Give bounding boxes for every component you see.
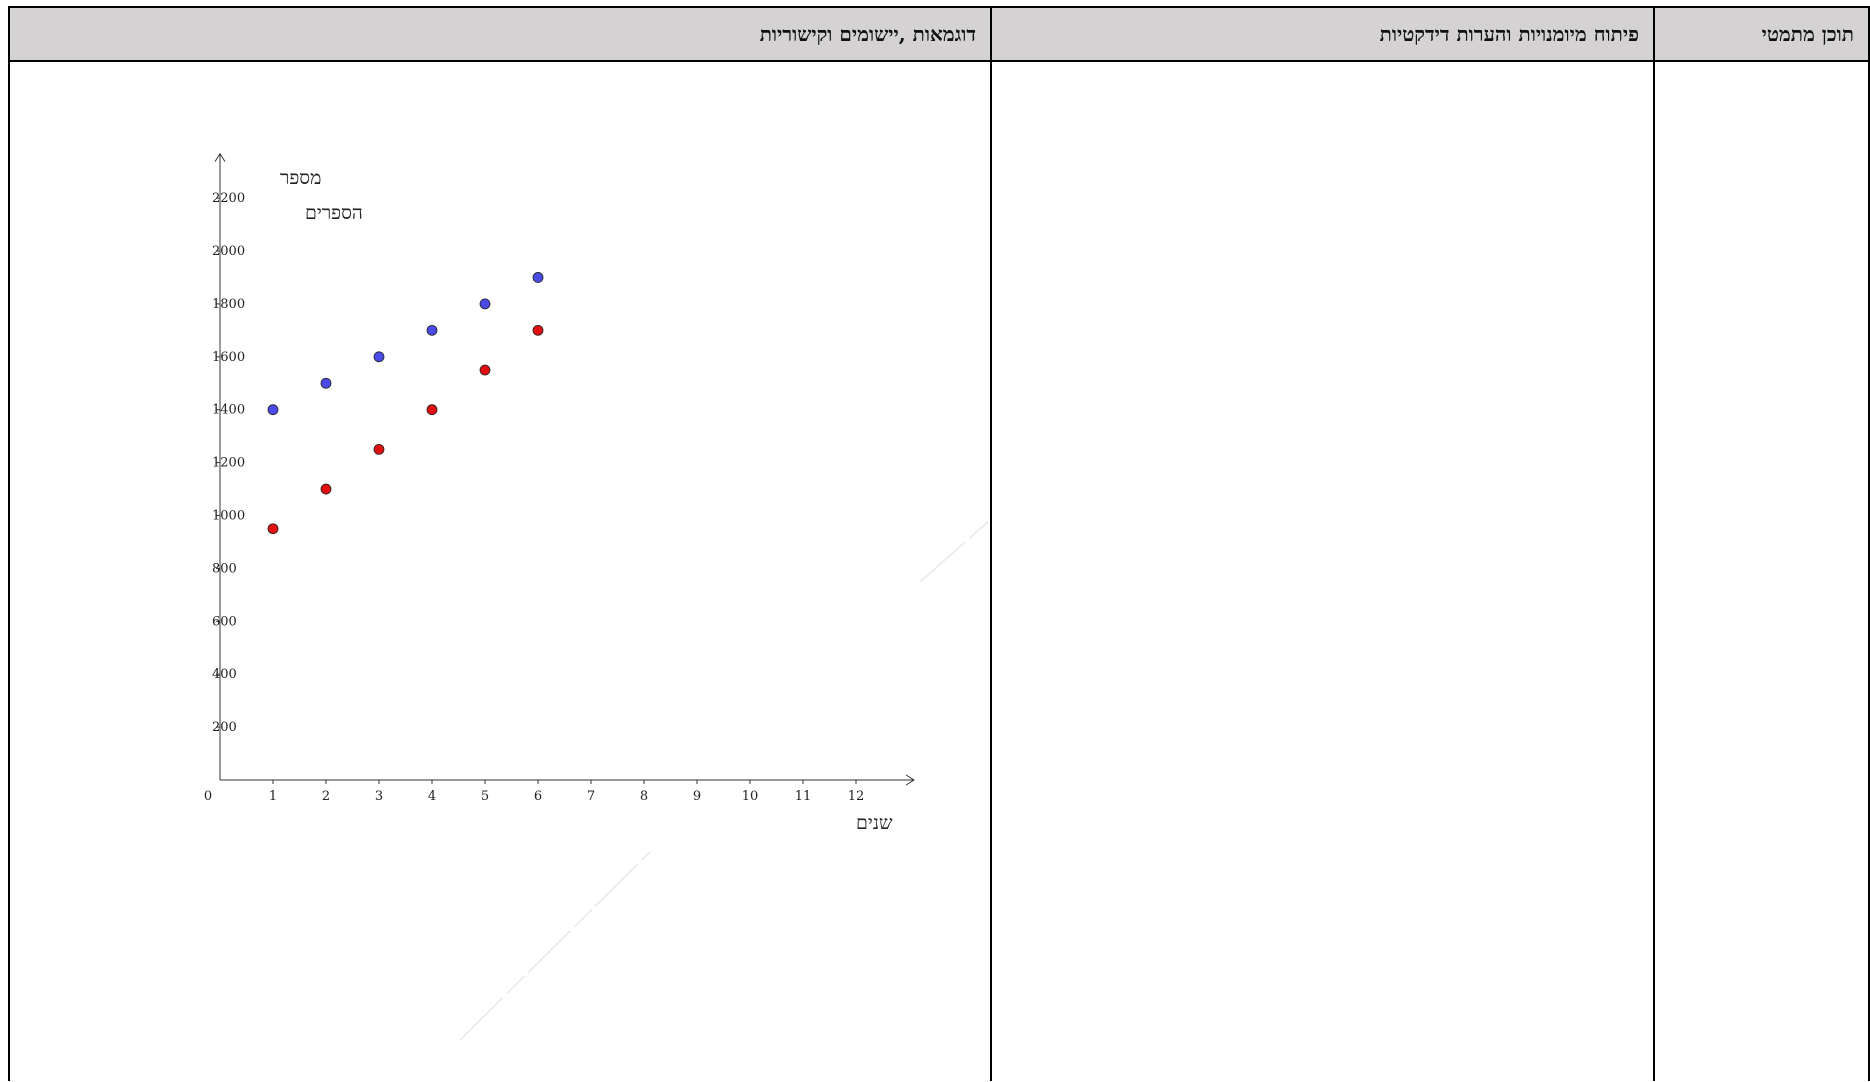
chart-axes <box>214 152 915 786</box>
x-tick-label: 4 <box>428 789 436 804</box>
x-tick-label: 11 <box>795 789 812 804</box>
x-tick-label: 9 <box>693 789 701 804</box>
y-axis-arrow <box>214 152 226 162</box>
data-point <box>373 443 385 455</box>
faint-line <box>459 851 651 1041</box>
x-axis-arrow <box>905 774 915 786</box>
y-tick-label: 1800 <box>212 297 245 312</box>
data-point <box>479 298 491 310</box>
y-axis-label-line1: מספר <box>280 167 321 189</box>
data-point <box>320 377 332 389</box>
header-skills-didactic-notes: פיתוח מיומנויות והערות דידקטיות <box>990 6 1655 62</box>
y-tick-label: 400 <box>212 667 237 682</box>
y-tick-label: 2000 <box>212 244 245 259</box>
y-tick-label: 200 <box>212 720 237 735</box>
header-examples-applications: דוגמאות ,יישומים וקישוריות <box>8 6 992 62</box>
y-tick-label: 1400 <box>212 403 245 418</box>
data-point <box>532 272 544 283</box>
data-point <box>320 483 332 495</box>
data-point <box>479 364 491 376</box>
data-point <box>267 404 279 416</box>
cell-examples-applications: 1 2 3 4 5 6 7 8 9 10 11 12 0 200 400 600 800 1000 1200 1400… <box>8 60 992 1081</box>
x-tick-label: 5 <box>481 789 489 804</box>
data-point <box>267 523 279 535</box>
x-tick-label: 7 <box>587 789 595 804</box>
x-tick-label: 10 <box>742 789 759 804</box>
y-tick-label: 2200 <box>212 191 245 206</box>
origin-label: 0 <box>204 789 212 804</box>
x-tick-label: 12 <box>848 789 865 804</box>
x-tick-label: 1 <box>269 789 277 804</box>
x-tick-label: 2 <box>322 789 330 804</box>
cell-skills-didactic-notes <box>990 60 1655 1081</box>
scatter-chart: 1 2 3 4 5 6 7 8 9 10 11 120200400600800100012001400… <box>204 152 990 1041</box>
data-point <box>426 324 438 336</box>
x-tick-label: 3 <box>375 789 383 804</box>
faint-line <box>919 519 990 583</box>
y-tick-label: 600 <box>212 614 237 629</box>
y-axis-label-line2: הספרים <box>305 202 363 224</box>
chart-ticks: 1 2 3 4 5 6 7 8 9 10 11 120200400600800100012001400… <box>204 191 864 804</box>
faint-scan-lines <box>459 519 990 1041</box>
header-math-content: תוכן מתמטי <box>1653 6 1870 62</box>
y-tick-label: 1200 <box>212 456 245 471</box>
data-point <box>373 351 385 363</box>
cell-math-content <box>1653 60 1870 1081</box>
data-point <box>532 324 544 336</box>
x-axis-label: שנים <box>856 812 893 834</box>
chart-points <box>267 272 544 535</box>
y-tick-label: 1000 <box>212 509 245 524</box>
y-tick-label: 800 <box>212 561 237 576</box>
data-point <box>426 404 438 416</box>
x-tick-label: 6 <box>534 789 542 804</box>
curriculum-table: תוכן מתמטי פיתוח מיומנויות והערות דידקטי… <box>8 6 1870 1081</box>
x-tick-label: 8 <box>640 789 648 804</box>
y-tick-label: 1600 <box>212 350 245 365</box>
